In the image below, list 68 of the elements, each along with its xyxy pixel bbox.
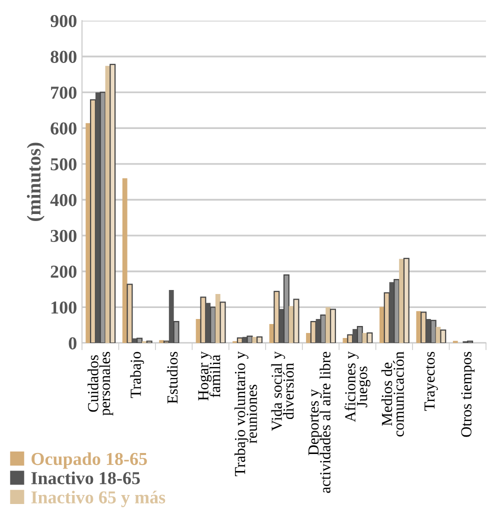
bar xyxy=(206,302,211,343)
bar xyxy=(136,338,143,343)
y-tick-label: 900 xyxy=(50,14,76,28)
bar xyxy=(430,320,436,343)
bar xyxy=(379,306,384,343)
bar xyxy=(283,274,290,343)
x-tick-label: Trayectos xyxy=(424,352,438,411)
y-tick-label: 800 xyxy=(50,50,76,63)
bar xyxy=(403,258,410,343)
bar xyxy=(159,340,164,343)
bar xyxy=(279,308,284,343)
bar xyxy=(168,290,174,343)
bar xyxy=(220,302,226,343)
bar xyxy=(90,99,96,343)
y-tick-label: 200 xyxy=(50,266,76,278)
bar xyxy=(440,330,446,343)
bar xyxy=(426,319,431,343)
bar xyxy=(122,178,128,343)
x-tick-label: Hogar y familia xyxy=(198,351,220,401)
x-tick-label: Medios de comunicación xyxy=(381,352,404,436)
bar xyxy=(330,308,336,343)
bar xyxy=(347,334,354,343)
x-tick-label: Otros tiempos xyxy=(461,352,475,437)
bar xyxy=(126,284,133,343)
y-tick-label: 500 xyxy=(50,158,76,170)
bar xyxy=(352,329,358,343)
x-tick-label: Vida social y diversión xyxy=(271,351,294,431)
y-tick-label: 100 xyxy=(52,301,76,314)
bar xyxy=(366,332,373,343)
bar xyxy=(310,320,316,343)
y-tick-label: 0 xyxy=(68,337,76,350)
bar xyxy=(100,92,106,343)
legend-label: Ocupado 18-65 xyxy=(32,452,147,469)
y-tick-label: 700 xyxy=(51,86,76,99)
x-tick-label: Trabajo voluntario y reuniones xyxy=(234,351,257,476)
legend-label: Inactivo 65 y más xyxy=(31,490,166,508)
x-tick-label: Cuidados personales xyxy=(88,352,114,416)
y-tick-label: 600 xyxy=(50,122,76,135)
bar xyxy=(306,332,311,343)
y-tick-label: 400 xyxy=(50,194,76,206)
y-axis-title: (minutos) xyxy=(26,142,44,221)
legend-label: Inactivo 18-65 xyxy=(31,472,140,484)
bar xyxy=(210,306,216,343)
bar xyxy=(416,311,422,343)
bar xyxy=(95,92,100,343)
bar xyxy=(236,337,243,343)
bar xyxy=(384,292,390,343)
bar xyxy=(274,290,280,343)
bar xyxy=(326,307,331,343)
bar xyxy=(356,326,363,343)
x-tick-label: Estudios xyxy=(166,352,178,404)
bar xyxy=(252,336,258,343)
bar xyxy=(173,320,180,343)
bar xyxy=(399,258,404,343)
x-tick-label: Aficiones y Juegos xyxy=(344,351,370,422)
bar xyxy=(215,294,220,343)
x-tick-label: Trabajo xyxy=(130,352,144,398)
bar xyxy=(420,312,427,343)
bar xyxy=(293,298,300,343)
bar xyxy=(394,279,400,343)
bar xyxy=(86,123,91,343)
bar xyxy=(200,296,206,343)
y-tick-label: 300 xyxy=(50,230,76,242)
bar xyxy=(320,314,326,343)
x-tick-label: Deportes y actividades al aire libre xyxy=(308,352,330,493)
bar xyxy=(256,336,263,343)
bar xyxy=(110,64,116,343)
bar xyxy=(246,336,253,343)
